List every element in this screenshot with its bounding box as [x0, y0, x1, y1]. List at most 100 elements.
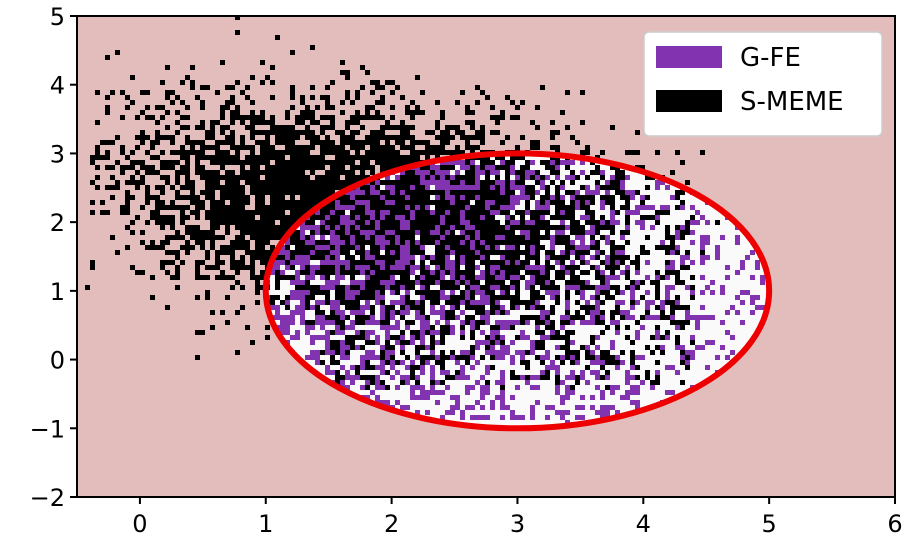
s-meme-point: [200, 190, 205, 195]
s-meme-point: [410, 145, 415, 150]
s-meme-point: [370, 135, 375, 140]
s-meme-point: [485, 190, 490, 195]
s-meme-point: [420, 290, 425, 295]
g-fe-point: [355, 280, 360, 285]
g-fe-point: [505, 225, 510, 230]
s-meme-point: [195, 160, 200, 165]
s-meme-point: [560, 360, 565, 365]
s-meme-point: [235, 160, 240, 165]
s-meme-point: [150, 245, 155, 250]
g-fe-point: [500, 355, 505, 360]
s-meme-point: [180, 235, 185, 240]
s-meme-point: [555, 255, 560, 260]
s-meme-point: [440, 240, 445, 245]
s-meme-point: [400, 210, 405, 215]
s-meme-point: [620, 260, 625, 265]
g-fe-point: [540, 185, 545, 190]
s-meme-point: [325, 230, 330, 235]
s-meme-point: [260, 130, 265, 135]
s-meme-point: [665, 225, 670, 230]
s-meme-point: [210, 215, 215, 220]
g-fe-point: [505, 205, 510, 210]
s-meme-point: [460, 335, 465, 340]
g-fe-point: [390, 185, 395, 190]
s-meme-point: [405, 185, 410, 190]
s-meme-point: [440, 130, 445, 135]
g-fe-point: [420, 365, 425, 370]
s-meme-point: [555, 170, 560, 175]
s-meme-point: [365, 165, 370, 170]
s-meme-point: [315, 120, 320, 125]
s-meme-point: [305, 245, 310, 250]
s-meme-point: [240, 305, 245, 310]
s-meme-point: [345, 340, 350, 345]
s-meme-point: [510, 250, 515, 255]
s-meme-point: [220, 150, 225, 155]
s-meme-point: [390, 125, 395, 130]
s-meme-point: [330, 145, 335, 150]
region-ellipse-outline: [262, 150, 773, 432]
y-tick-label: 0: [50, 347, 65, 375]
g-fe-point: [410, 185, 415, 190]
s-meme-point: [465, 215, 470, 220]
g-fe-point: [340, 220, 345, 225]
s-meme-point: [365, 375, 370, 380]
s-meme-point: [495, 195, 500, 200]
s-meme-point: [625, 230, 630, 235]
s-meme-point: [275, 135, 280, 140]
g-fe-point: [345, 370, 350, 375]
g-fe-point: [525, 220, 530, 225]
s-meme-point: [645, 215, 650, 220]
s-meme-point: [480, 320, 485, 325]
g-fe-point: [420, 370, 425, 375]
g-fe-point: [685, 285, 690, 290]
g-fe-point: [535, 375, 540, 380]
s-meme-point: [150, 155, 155, 160]
g-fe-point: [365, 350, 370, 355]
s-meme-point: [310, 135, 315, 140]
s-meme-point: [495, 295, 500, 300]
s-meme-point: [535, 235, 540, 240]
g-fe-point: [510, 195, 515, 200]
s-meme-point: [330, 220, 335, 225]
g-fe-point: [460, 165, 465, 170]
s-meme-point: [310, 215, 315, 220]
s-meme-point: [255, 290, 260, 295]
g-fe-point: [460, 330, 465, 335]
g-fe-point: [415, 240, 420, 245]
g-fe-point: [550, 240, 555, 245]
g-fe-point: [570, 250, 575, 255]
s-meme-point: [385, 275, 390, 280]
s-meme-point: [660, 350, 665, 355]
g-fe-point: [400, 300, 405, 305]
g-fe-point: [480, 330, 485, 335]
s-meme-point: [320, 125, 325, 130]
s-meme-point: [470, 265, 475, 270]
s-meme-point: [550, 305, 555, 310]
s-meme-point: [330, 175, 335, 180]
s-meme-point: [345, 180, 350, 185]
g-fe-point: [335, 300, 340, 305]
s-meme-point: [460, 200, 465, 205]
s-meme-point: [200, 235, 205, 240]
s-meme-point: [260, 275, 265, 280]
s-meme-point: [175, 285, 180, 290]
s-meme-point: [365, 360, 370, 365]
g-fe-point: [475, 230, 480, 235]
g-fe-point: [700, 290, 705, 295]
g-fe-point: [365, 255, 370, 260]
g-fe-point: [340, 260, 345, 265]
g-fe-point: [480, 415, 485, 420]
s-meme-point: [385, 145, 390, 150]
s-meme-point: [280, 150, 285, 155]
g-fe-point: [585, 320, 590, 325]
s-meme-point: [230, 100, 235, 105]
s-meme-point: [290, 180, 295, 185]
s-meme-point: [500, 340, 505, 345]
s-meme-point: [615, 360, 620, 365]
s-meme-point: [270, 65, 275, 70]
g-fe-point: [425, 395, 430, 400]
g-fe-point: [485, 320, 490, 325]
g-fe-point: [590, 190, 595, 195]
s-meme-point: [275, 125, 280, 130]
